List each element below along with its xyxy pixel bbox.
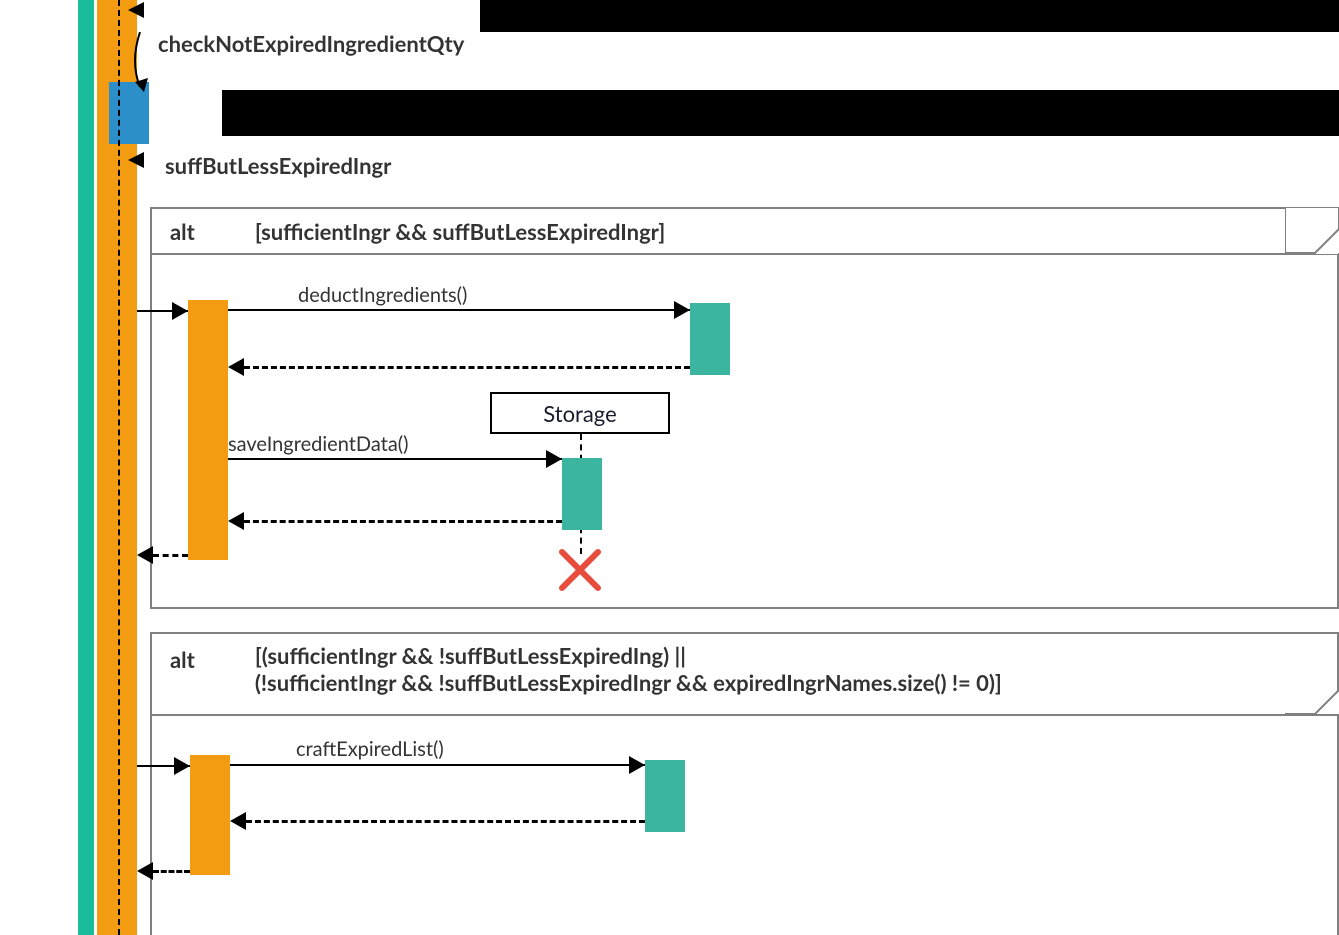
arrow-save [228,458,562,460]
activation-storage-teal [562,458,602,530]
arrow-craft [230,764,645,766]
self-call-arrow-top [128,0,168,20]
activation-alt2-orange [190,755,230,875]
alt-frame-1: alt [sufficientIngr && suffButLessExpire… [150,207,1339,609]
black-strip-mid [222,90,1339,136]
arrowhead-craft-return [230,812,248,830]
storage-label: Storage [543,400,616,427]
lifeline-main-dashed [118,0,120,935]
alt1-guard: [sufficientIngr && suffButLessExpiredIng… [255,218,665,245]
participant-storage: Storage [490,392,670,434]
alt2-guard-line2: (!sufficientIngr && !suffButLessExpiredI… [255,669,1002,696]
activation-deduct-teal [690,303,730,375]
alt2-type-label: alt [170,646,195,673]
alt1-notch [1285,207,1339,255]
alt2-notch [1285,632,1339,716]
return-arrow-topmost [128,150,168,170]
label-craft: craftExpiredList() [296,737,444,761]
arrowhead-save-return [228,512,246,530]
label-deduct: deductIngredients() [298,283,467,307]
return-alt2-final [153,870,190,873]
return-craft [246,820,645,823]
arrow-deduct [228,309,690,311]
label-check-not-expired: checkNotExpiredIngredientQty [158,30,464,57]
return-deduct [244,366,690,369]
arrowhead-alt1-final [137,546,155,564]
alt2-guard-line1: [(sufficientIngr && !suffButLessExpiredI… [255,642,1002,669]
black-strip-top [480,0,1339,32]
alt1-type-label: alt [170,218,195,245]
activation-craft-teal [645,760,685,832]
return-save [244,520,562,523]
activation-alt1-orange [188,300,228,560]
label-suff-but-less: suffButLessExpiredIngr [165,152,391,179]
label-save-ingredient: saveIngredientData() [228,432,408,456]
lifeline-teal-left [78,0,94,935]
arrowhead-deduct-return [228,358,246,376]
alt-frame-2: alt [(sufficientIngr && !suffButLessExpi… [150,632,1339,935]
return-alt1-final [153,554,188,557]
destroy-x [558,548,602,592]
arrowhead-alt2-final [137,862,155,880]
